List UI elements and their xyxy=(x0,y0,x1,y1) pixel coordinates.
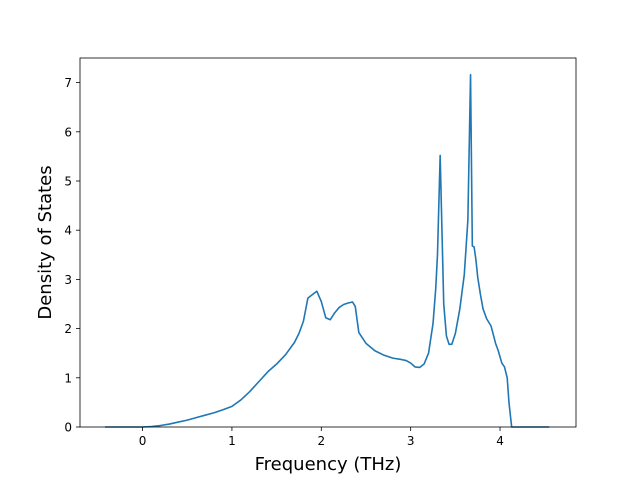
y-tick-label: 5 xyxy=(64,175,72,189)
y-axis-label: Density of States xyxy=(35,165,56,319)
x-axis: 0 1 2 3 4 xyxy=(139,427,504,448)
y-tick-label: 1 xyxy=(64,371,72,385)
y-tick-label: 4 xyxy=(64,224,72,238)
y-axis: 0 1 2 3 4 5 6 7 xyxy=(64,76,80,435)
plot-area xyxy=(105,73,550,428)
y-tick-label: 0 xyxy=(64,421,72,435)
y-tick-label: 6 xyxy=(64,125,72,139)
x-tick-label: 1 xyxy=(228,434,236,448)
axes-frame xyxy=(79,57,577,428)
y-tick-label: 2 xyxy=(64,322,72,336)
x-tick-label: 3 xyxy=(407,434,415,448)
y-tick-label: 7 xyxy=(64,76,72,90)
x-tick-label: 4 xyxy=(496,434,504,448)
x-tick-label: 2 xyxy=(317,434,325,448)
x-tick-label: 0 xyxy=(139,434,147,448)
x-axis-label: Frequency (THz) xyxy=(255,454,402,475)
y-tick-label: 3 xyxy=(64,273,72,287)
dos-line xyxy=(105,73,550,428)
